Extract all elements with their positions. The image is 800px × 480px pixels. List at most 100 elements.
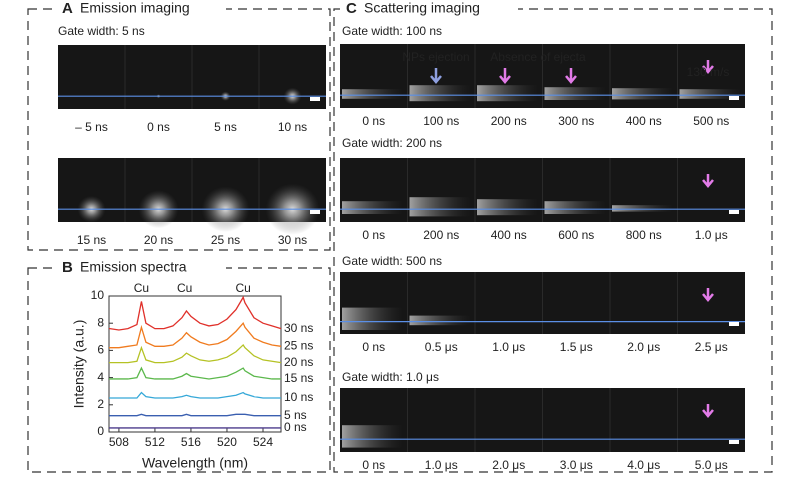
scatter [342, 425, 404, 448]
panel-title: Scattering imaging [364, 0, 480, 16]
spectrum [109, 366, 281, 380]
panel-label: A [62, 0, 73, 17]
x-tick-label: 524 [253, 435, 273, 449]
gate-label: Gate width: 1.0 μs [342, 370, 439, 384]
time-label: 0 ns [362, 340, 385, 354]
y-tick-label: 6 [97, 343, 104, 357]
title-bg [56, 0, 226, 18]
spectrum [109, 343, 282, 364]
title-bg [56, 259, 226, 277]
x-tick-label: 508 [109, 435, 129, 449]
legend-label: 30 ns [284, 321, 313, 335]
time-label: 1.0 μs [425, 458, 458, 472]
time-label: 1.0 μs [492, 340, 525, 354]
time-label: 10 ns [278, 120, 307, 134]
y-tick-label: 2 [97, 397, 104, 411]
annotation: Cu [177, 281, 192, 295]
x-tick-label: 516 [181, 435, 201, 449]
time-label: 800 ns [626, 228, 662, 242]
arrow [702, 60, 714, 74]
scale-bar [729, 322, 739, 326]
annotation: Cu [236, 281, 251, 295]
scatter [612, 205, 674, 212]
arrow [430, 68, 442, 84]
time-label: 500 ns [693, 114, 729, 128]
time-label: 0.5 μs [425, 340, 458, 354]
y-tick-label: 10 [91, 288, 105, 302]
y-tick-label: 0 [97, 424, 104, 438]
scatter [342, 89, 404, 99]
y-tick-label: 8 [97, 315, 104, 329]
legend-label: 20 ns [284, 355, 313, 369]
annotation: Cu [134, 281, 149, 295]
scatter [409, 197, 471, 217]
gate-label: Gate width: 5 ns [58, 24, 145, 38]
time-label: 20 ns [144, 233, 173, 247]
time-label: 15 ns [77, 233, 106, 247]
spectrum [109, 322, 282, 349]
annotation: 130 m/s [687, 65, 730, 79]
scatter [544, 201, 606, 214]
arrow [702, 174, 714, 188]
annotation: NPs ejection [402, 50, 469, 64]
legend-label: 10 ns [284, 390, 313, 404]
time-label: 200 ns [491, 114, 527, 128]
annotation: Absence of ejecta [490, 50, 586, 64]
legend-label: 25 ns [284, 338, 313, 352]
y-tick-label: 4 [97, 370, 104, 384]
panel-c-box [333, 8, 773, 473]
gate-label: Gate width: 200 ns [342, 136, 442, 150]
panel-label: B [62, 259, 73, 276]
arrow [499, 68, 511, 84]
x-axis-label: Wavelength (nm) [142, 455, 248, 471]
time-label: 0 ns [362, 458, 385, 472]
legend-label: 5 ns [284, 408, 307, 422]
title-bg [340, 0, 518, 18]
time-label: 25 ns [211, 233, 240, 247]
scatter [409, 315, 471, 326]
spectrum [109, 391, 281, 399]
scatter [612, 88, 674, 100]
arrow [565, 68, 577, 84]
gate-label: Gate width: 100 ns [342, 24, 442, 38]
scatter [342, 201, 404, 214]
time-label: 2.0 μs [627, 340, 660, 354]
panel-title: Emission imaging [80, 0, 190, 16]
panel-label: C [346, 0, 357, 17]
time-label: 0 ns [147, 120, 170, 134]
arrow [702, 288, 714, 302]
time-label: 3.0 μs [560, 458, 593, 472]
time-label: 600 ns [558, 228, 594, 242]
scale-bar [310, 210, 320, 214]
time-label: 2.0 μs [492, 458, 525, 472]
time-label: 1.5 μs [560, 340, 593, 354]
time-label: 5.0 μs [695, 458, 728, 472]
x-tick-label: 512 [145, 435, 165, 449]
scatter [342, 307, 404, 330]
time-label: – 5 ns [75, 120, 108, 134]
scatter [544, 87, 606, 100]
time-label: 100 ns [423, 114, 459, 128]
gate-label: Gate width: 500 ns [342, 254, 442, 268]
panel-title: Emission spectra [80, 259, 187, 275]
scale-bar [729, 96, 739, 100]
time-label: 300 ns [558, 114, 594, 128]
time-label: 0 ns [362, 114, 385, 128]
spectrum [109, 295, 282, 331]
scale-bar [729, 210, 739, 214]
y-axis-label: Intensity (a.u.) [71, 320, 87, 409]
legend-label: 15 ns [284, 371, 313, 385]
scale-bar [729, 440, 739, 444]
time-label: 400 ns [626, 114, 662, 128]
time-label: 30 ns [278, 233, 307, 247]
scale-bar [310, 97, 320, 101]
scatter [477, 199, 539, 216]
time-label: 1.0 μs [695, 228, 728, 242]
time-label: 2.5 μs [695, 340, 728, 354]
time-label: 200 ns [423, 228, 459, 242]
spectrum [109, 413, 281, 417]
arrow [702, 404, 714, 418]
x-tick-label: 520 [217, 435, 237, 449]
scatter [679, 89, 741, 99]
